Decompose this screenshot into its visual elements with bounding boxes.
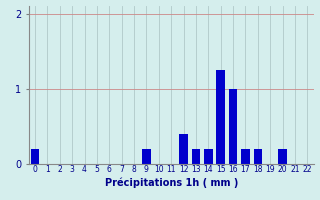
Bar	[31, 149, 39, 164]
Bar	[204, 149, 213, 164]
Bar	[192, 149, 200, 164]
Bar	[216, 70, 225, 164]
Bar	[142, 149, 151, 164]
Bar	[179, 134, 188, 164]
Bar	[253, 149, 262, 164]
Bar	[229, 89, 237, 164]
Bar	[241, 149, 250, 164]
X-axis label: Précipitations 1h ( mm ): Précipitations 1h ( mm )	[105, 177, 238, 188]
Bar	[278, 149, 287, 164]
